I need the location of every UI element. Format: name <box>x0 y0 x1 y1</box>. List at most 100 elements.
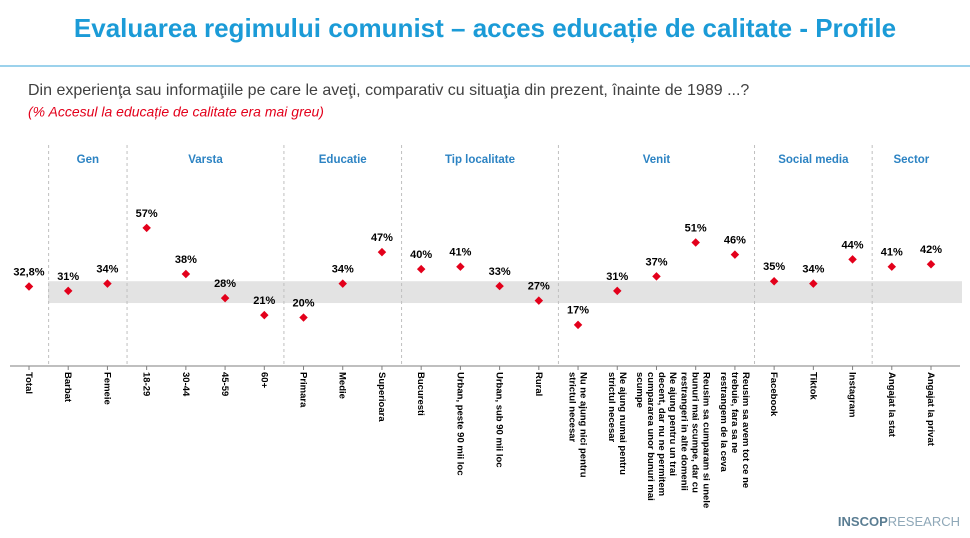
chart-title: Evaluarea regimului comunist – acces edu… <box>74 13 896 43</box>
value-label: 17% <box>567 305 589 317</box>
value-label: 40% <box>410 249 432 261</box>
note: (% Accesul la educație de calitate era m… <box>28 104 324 120</box>
x-tick-label: Ne ajung pentru un traidecent, dar nu ne… <box>634 372 678 501</box>
dot <box>142 223 151 233</box>
label-line: Medie <box>337 372 348 399</box>
label-line: cumpararea unor bunuri mai <box>645 372 656 501</box>
dot <box>495 281 504 291</box>
label-line: 30-44 <box>180 372 191 397</box>
label-line: strictul necesar <box>567 372 578 443</box>
label-line: restrangeri in alte domenii <box>679 372 690 491</box>
label-line: Rural <box>533 372 544 396</box>
x-tick-label: Urban, sub 90 mii loc <box>494 372 505 468</box>
label-line: Urban, sub 90 mii loc <box>494 372 505 468</box>
label-line: Urban, peste 90 mii loc <box>455 372 466 475</box>
x-tick-label: Reusim sa avem tot ce netrebuie, fara sa… <box>718 372 751 488</box>
x-tick-label: Ne ajung numai pentrustrictul necesar <box>606 372 628 475</box>
x-tick-label: 60+ <box>259 372 270 389</box>
value-label: 34% <box>802 264 824 276</box>
value-label: 35% <box>763 261 785 273</box>
x-tick-label: Barbat <box>63 372 74 403</box>
label-line: Superioara <box>376 372 387 422</box>
logo-bold: INSCOP <box>838 514 888 529</box>
value-label: 28% <box>214 278 236 290</box>
dot <box>652 272 661 281</box>
x-tick-label: Femeie <box>102 372 113 405</box>
value-label: 33% <box>489 266 511 278</box>
label-line: Angajat la stat <box>886 372 897 438</box>
label-line: bunuri mai scumpe, dar cu <box>690 372 701 493</box>
value-label: 57% <box>136 208 158 220</box>
dot <box>299 313 308 322</box>
group-label: Gen <box>77 154 99 166</box>
group-label: Venit <box>643 154 671 166</box>
label-line: Reusim sa cumparam si unele <box>701 372 712 508</box>
value-label: 44% <box>842 239 864 251</box>
label-line: Barbat <box>63 372 74 403</box>
dot <box>338 279 347 288</box>
x-tick-label: Primara <box>298 372 309 408</box>
label-line: 45-59 <box>220 372 231 396</box>
x-tick-label: Rural <box>533 372 544 396</box>
x-tick-label: Tiktok <box>808 372 819 401</box>
group-label: Educatie <box>319 154 367 166</box>
value-label: 20% <box>293 297 315 309</box>
label-line: Facebook <box>769 372 780 417</box>
value-label: 31% <box>606 271 628 283</box>
dot <box>926 260 936 269</box>
value-label: 41% <box>881 247 903 259</box>
label-line: restrangem de la ceva <box>718 372 729 473</box>
dot <box>573 320 583 330</box>
x-tick-label: Instagram <box>847 372 858 417</box>
dot <box>809 279 818 288</box>
x-tick-label: Medie <box>337 372 348 399</box>
x-tick-label: Angajat la stat <box>886 372 897 438</box>
x-tick-label: 45-59 <box>220 372 231 396</box>
label-line: 18-29 <box>141 372 152 396</box>
group-label: Tip localitate <box>445 154 515 166</box>
label-line: trebuie, fara sa ne <box>729 372 740 453</box>
label-line: Femeie <box>102 372 113 405</box>
value-label: 34% <box>332 264 354 276</box>
dot <box>260 310 269 320</box>
value-label: 46% <box>724 234 746 246</box>
label-line: Tiktok <box>808 372 819 401</box>
value-label: 21% <box>253 295 275 307</box>
x-tick-label: Facebook <box>769 372 780 417</box>
dot <box>534 296 544 305</box>
value-label: 38% <box>175 254 197 266</box>
x-tick-label: Superioara <box>376 372 387 422</box>
group-label: Varsta <box>188 154 223 166</box>
dot <box>848 255 857 264</box>
dot <box>416 264 426 274</box>
label-line: Ne ajung numai pentru <box>617 372 628 475</box>
x-tick-label: Bucuresti <box>416 372 427 416</box>
dot <box>769 276 779 286</box>
group-label: Social media <box>778 154 849 166</box>
value-label: 37% <box>645 256 667 268</box>
label-line: Ne ajung pentru un trai <box>667 372 678 476</box>
dot <box>63 286 73 296</box>
label-line: Bucuresti <box>416 372 427 416</box>
x-tick-label: Total <box>23 372 34 394</box>
label-line: scumpe <box>634 372 645 408</box>
label-line: Reusim sa avem tot ce ne <box>740 372 751 488</box>
dot <box>730 250 740 259</box>
dot <box>613 286 622 296</box>
label-line: decent, dar nu ne permitem <box>656 372 667 496</box>
dot <box>24 282 34 291</box>
value-label: 31% <box>57 271 79 283</box>
dot <box>691 238 700 247</box>
dot <box>887 262 897 271</box>
value-label: 41% <box>449 247 471 259</box>
x-tick-label: Urban, peste 90 mii loc <box>455 372 466 475</box>
value-label: 47% <box>371 232 393 244</box>
dot <box>377 247 387 257</box>
x-tick-label: 18-29 <box>141 372 152 396</box>
label-line: Primara <box>298 372 309 408</box>
x-tick-label: 30-44 <box>180 372 191 397</box>
value-label: 34% <box>96 264 118 276</box>
x-tick-label: Nu ne ajung nici pentrustrictul necesar <box>567 372 589 478</box>
value-label: 27% <box>528 281 550 293</box>
